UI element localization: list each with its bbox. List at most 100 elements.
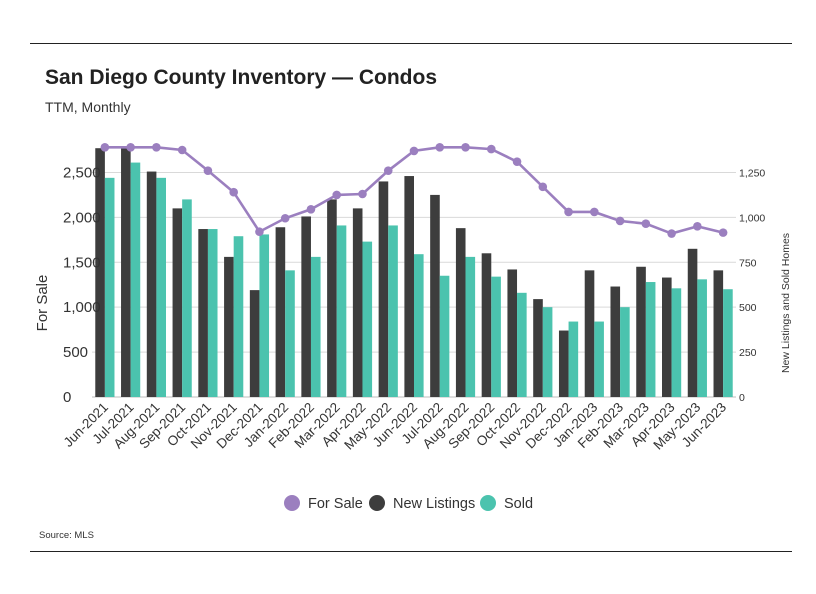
y2-tick-label: 500 (739, 302, 757, 314)
point-for-sale-feb-2023 (615, 216, 625, 226)
bar-new-listings-dec-2022 (558, 330, 569, 397)
point-for-sale-oct-2021 (203, 166, 213, 175)
bar-new-listings-jan-2022 (275, 227, 286, 397)
point-for-sale-sep-2022 (486, 144, 496, 154)
point-for-sale-oct-2022 (512, 157, 522, 166)
bar-sold-feb-2022 (310, 256, 321, 397)
point-for-sale-jan-2022 (280, 213, 290, 223)
bar-new-listings-feb-2023 (610, 286, 621, 397)
bar-sold-oct-2022 (517, 292, 527, 397)
bar-new-listings-oct-2021 (198, 229, 208, 397)
bar-sold-aug-2021 (156, 177, 166, 397)
bar-sold-sep-2022 (491, 276, 501, 397)
chart-subtitle: TTM, Monthly (45, 99, 131, 115)
bar-sold-nov-2021 (233, 236, 244, 397)
point-for-sale-jan-2023 (590, 207, 599, 217)
bar-sold-oct-2021 (207, 229, 218, 397)
point-for-sale-may-2023 (693, 222, 702, 231)
point-for-sale-jun-2023 (718, 228, 728, 237)
y-tick-label: 1,000 (63, 299, 101, 316)
point-for-sale-jul-2022 (435, 143, 445, 152)
bar-sold-mar-2022 (336, 225, 347, 397)
point-for-sale-jun-2022 (409, 146, 419, 156)
bar-sold-apr-2023 (671, 288, 682, 397)
y2-axis-title: New Listings and Sold Homes (780, 233, 792, 373)
bar-new-listings-dec-2021 (249, 290, 260, 397)
bar-new-listings-aug-2022 (455, 228, 466, 397)
bar-sold-may-2022 (388, 225, 398, 397)
bar-new-listings-jun-2021 (95, 148, 105, 397)
x-axis-ticks: Jun-2021Jul-2021Aug-2021Sep-2021Oct-2021… (61, 400, 730, 453)
y-tick-label: 1,500 (63, 254, 101, 271)
bar-new-listings-jul-2022 (430, 194, 440, 397)
bar-new-listings-may-2022 (378, 181, 389, 397)
bar-new-listings-jun-2022 (404, 176, 414, 397)
y-tick-label: 0 (63, 389, 71, 406)
legend-marker-new-listings (369, 495, 385, 511)
bar-sold-jun-2022 (414, 254, 424, 397)
legend-label-for-sale: For Sale (308, 496, 363, 512)
bar-new-listings-aug-2021 (146, 171, 157, 397)
bar-sold-jan-2022 (285, 270, 295, 397)
y-axis-title: For Sale (34, 275, 51, 332)
bar-sold-jan-2023 (594, 321, 604, 397)
legend-marker-sold (480, 495, 496, 511)
legend: For Sale New Listings Sold (284, 495, 533, 512)
legend-marker-for-sale (284, 495, 300, 511)
point-for-sale-apr-2022 (358, 189, 367, 199)
bar-new-listings-jan-2023 (584, 270, 595, 397)
point-for-sale-may-2022 (383, 166, 393, 175)
bar-new-listings-jul-2021 (121, 148, 131, 397)
point-for-sale-jun-2021 (100, 143, 110, 152)
point-for-sale-feb-2022 (306, 204, 316, 214)
bar-sold-mar-2023 (645, 282, 656, 397)
bar-sold-jun-2023 (723, 289, 733, 397)
bars (95, 148, 733, 397)
bar-new-listings-oct-2022 (507, 269, 518, 397)
point-for-sale-jul-2021 (126, 143, 135, 152)
bar-sold-dec-2021 (259, 234, 270, 397)
point-for-sale-sep-2021 (177, 145, 187, 155)
legend-label-sold: Sold (504, 496, 533, 512)
y2-tick-label: 0 (739, 392, 745, 404)
y-tick-label: 2,500 (63, 164, 101, 181)
legend-label-new-listings: New Listings (393, 496, 475, 512)
bar-sold-nov-2022 (542, 307, 553, 397)
bar-new-listings-nov-2022 (533, 299, 543, 397)
bar-sold-jul-2021 (130, 162, 141, 397)
left-axis-ticks: 0 500 1,000 1,500 2,000 2,500 (63, 164, 101, 406)
bar-new-listings-jun-2023 (713, 270, 724, 397)
bar-new-listings-feb-2022 (301, 216, 311, 397)
y2-tick-label: 250 (739, 347, 757, 359)
bar-sold-feb-2023 (620, 307, 630, 397)
bar-sold-jul-2022 (439, 275, 450, 397)
point-for-sale-apr-2023 (667, 229, 676, 238)
bar-new-listings-sep-2022 (481, 253, 492, 397)
bar-new-listings-may-2023 (687, 248, 698, 397)
chart-title: San Diego County Inventory — Condos (45, 66, 438, 89)
source-note: Source: MLS (39, 530, 94, 541)
bar-new-listings-nov-2021 (224, 256, 234, 397)
bar-sold-may-2023 (697, 279, 707, 397)
point-for-sale-aug-2021 (152, 143, 161, 152)
bar-sold-dec-2022 (568, 321, 579, 397)
bar-sold-sep-2021 (182, 199, 192, 397)
point-for-sale-dec-2021 (255, 227, 264, 237)
point-for-sale-aug-2022 (461, 143, 470, 152)
bar-sold-aug-2022 (465, 256, 476, 397)
y2-tick-label: 750 (739, 257, 757, 269)
bar-new-listings-mar-2023 (636, 266, 646, 397)
bar-new-listings-apr-2022 (352, 208, 363, 397)
bar-new-listings-mar-2022 (327, 199, 337, 397)
y2-tick-label: 1,000 (739, 212, 765, 224)
top-rule (30, 43, 792, 44)
y-tick-label: 2,000 (63, 209, 101, 226)
point-for-sale-mar-2022 (332, 190, 342, 200)
y-tick-label: 500 (63, 344, 88, 361)
bar-new-listings-apr-2023 (662, 277, 672, 397)
y2-tick-label: 1,250 (739, 167, 765, 179)
point-for-sale-nov-2021 (229, 187, 238, 197)
point-for-sale-nov-2022 (538, 182, 548, 192)
bar-sold-jun-2021 (104, 177, 115, 397)
